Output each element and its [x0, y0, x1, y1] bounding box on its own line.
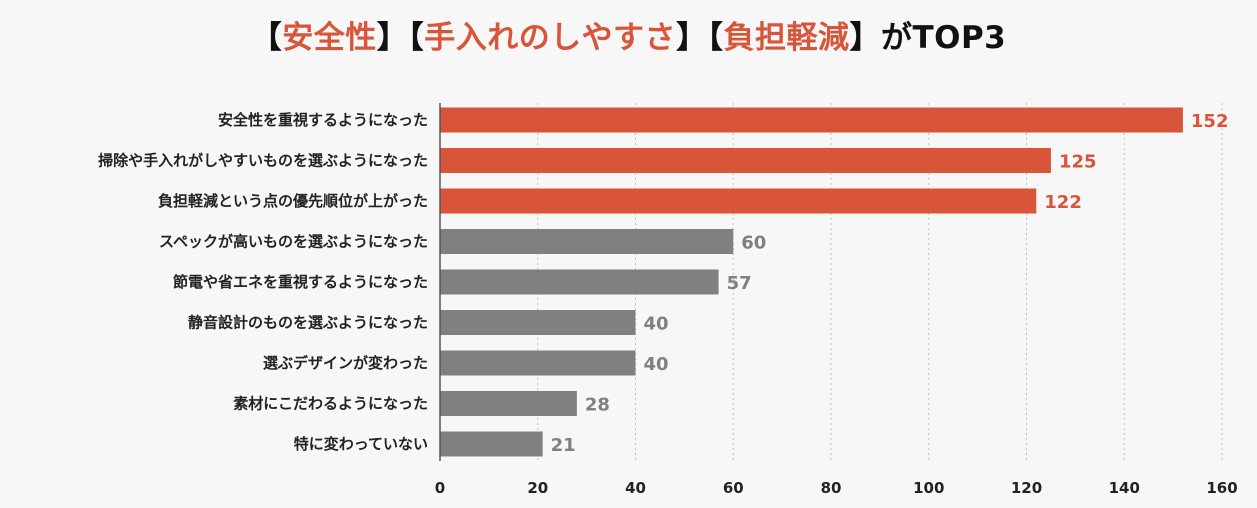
- bar-6: [440, 350, 636, 376]
- value-label: 152: [1191, 111, 1229, 132]
- bar-7: [440, 391, 577, 416]
- bar-3: [440, 229, 734, 254]
- x-tick-label: 140: [1109, 479, 1140, 497]
- value-label: 122: [1044, 192, 1082, 213]
- bar-4: [440, 269, 719, 295]
- bar-2: [440, 188, 1037, 214]
- title-bracket-close-1: 】: [376, 20, 409, 56]
- value-label: 28: [585, 395, 610, 416]
- category-label: 選ぶデザインが変わった: [263, 354, 428, 372]
- title-bracket-close-2: 】: [675, 20, 708, 56]
- x-tick-label: 20: [527, 479, 548, 497]
- x-tick-label: 60: [723, 479, 744, 497]
- x-tick-label: 120: [1011, 479, 1042, 497]
- bar-8: [440, 431, 543, 457]
- value-label: 125: [1059, 152, 1097, 173]
- x-tick-label: 40: [625, 479, 646, 497]
- category-label: 負担軽減という点の優先順位が上がった: [158, 192, 428, 210]
- title-highlight-1: 安全性: [282, 20, 377, 56]
- title-bracket-close-3: 】: [849, 20, 881, 56]
- x-tick-label: 160: [1206, 479, 1237, 497]
- title-highlight-2: 手入れのしやすさ: [424, 20, 676, 56]
- category-label: スペックが高いものを選ぶようになった: [159, 233, 428, 251]
- value-label: 40: [644, 314, 669, 335]
- title-bracket-open-1: 【: [250, 20, 283, 56]
- value-label: 21: [551, 435, 576, 456]
- title-bracket-open-2: 【: [408, 20, 425, 56]
- category-label: 節電や省エネを重視するようになった: [173, 273, 428, 291]
- bar-1: [440, 148, 1051, 173]
- value-label: 40: [644, 354, 669, 375]
- x-tick-label: 0: [435, 479, 445, 497]
- title-suffix: がTOP3: [880, 20, 1007, 56]
- bar-0: [440, 107, 1183, 133]
- x-tick-label: 80: [821, 479, 842, 497]
- bar-5: [440, 310, 636, 335]
- title-bracket-open-3: 【: [707, 20, 724, 56]
- value-label: 60: [741, 233, 766, 254]
- x-tick-label: 100: [913, 479, 944, 497]
- category-label: 静音設計のものを選ぶようになった: [188, 314, 428, 332]
- category-label: 掃除や手入れがしやすいものを選ぶようになった: [98, 152, 428, 170]
- category-label: 素材にこだわるようになった: [233, 395, 428, 413]
- chart-title: 【安全性】【手入れのしやすさ】【負担軽減】がTOP3: [0, 12, 1257, 57]
- value-label: 57: [727, 273, 752, 294]
- title-highlight-3: 負担軽減: [723, 20, 850, 56]
- category-label: 特に変わっていない: [294, 435, 428, 453]
- category-label: 安全性を重視するようになった: [218, 111, 428, 129]
